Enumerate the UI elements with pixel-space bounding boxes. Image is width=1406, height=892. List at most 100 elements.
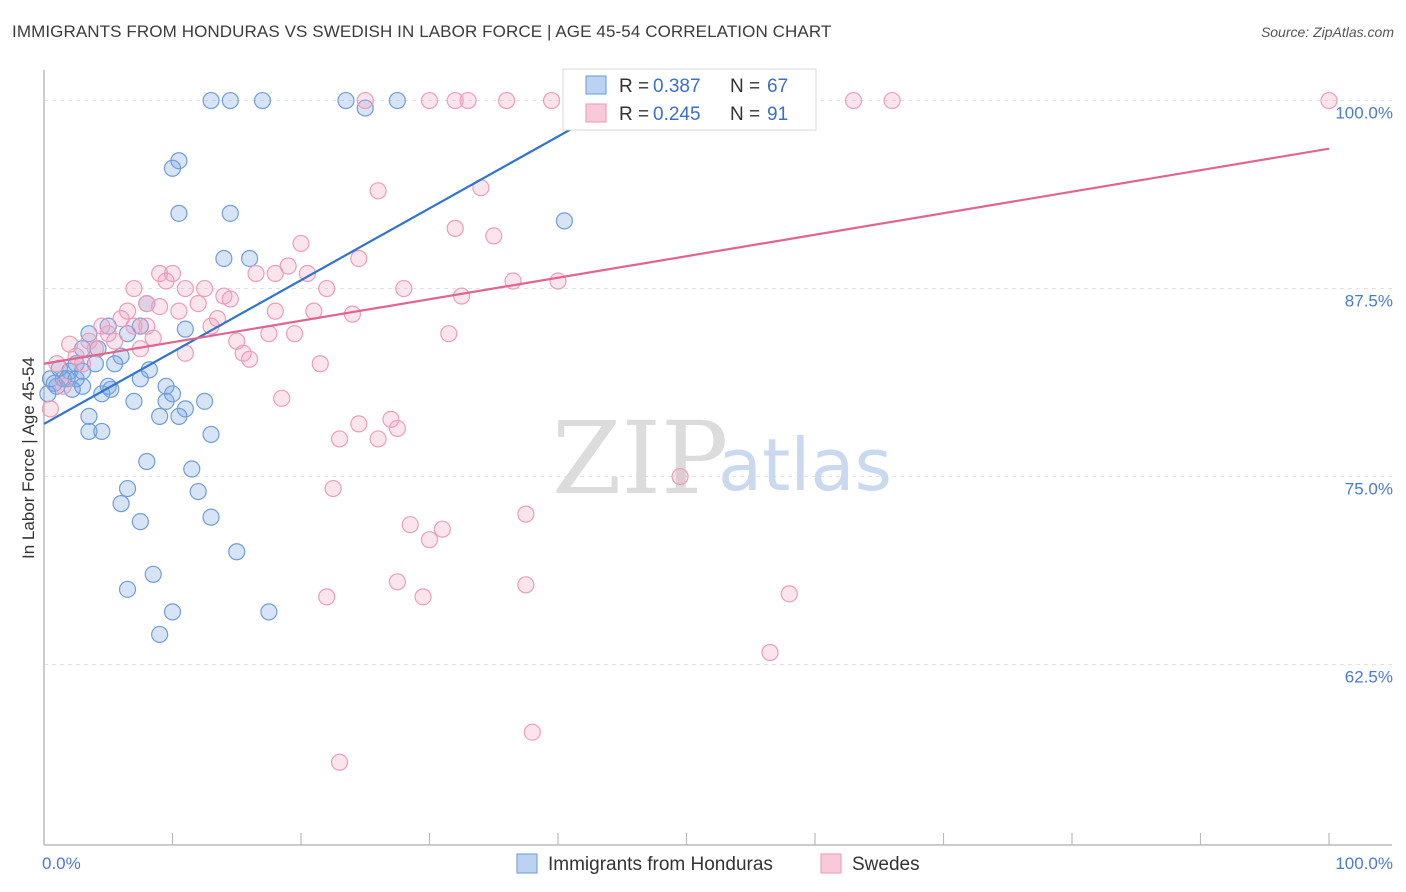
point-swedes — [459, 91, 477, 110]
series-legend: Immigrants from Honduras Swedes — [516, 853, 920, 875]
point-honduras — [337, 91, 355, 110]
legend-swatch-honduras — [585, 75, 607, 95]
point-swedes — [273, 389, 291, 407]
point-honduras — [63, 380, 81, 398]
point-swedes — [234, 344, 252, 362]
trend-line-swedes — [43, 147, 1330, 365]
watermark-atlas: atlas — [718, 423, 892, 507]
point-honduras — [221, 204, 239, 222]
point-honduras — [144, 565, 162, 583]
point-swedes — [86, 340, 105, 358]
point-honduras — [260, 603, 278, 621]
point-swedes — [311, 355, 329, 373]
point-swedes — [446, 219, 464, 237]
point-swedes — [298, 264, 317, 283]
bottom-legend-label-swedes: Swedes — [852, 854, 920, 875]
point-swedes — [118, 302, 137, 320]
point-swedes — [350, 249, 368, 268]
point-honduras — [202, 425, 220, 444]
watermark: ZIP atlas — [552, 400, 892, 517]
point-swedes — [844, 91, 863, 110]
point-swedes — [382, 410, 400, 428]
chart-source: Source: ZipAtlas.com — [1260, 24, 1394, 40]
point-swedes — [54, 377, 72, 395]
point-honduras — [196, 392, 214, 410]
trend-lines — [43, 99, 1330, 425]
point-swedes — [151, 297, 169, 316]
point-swedes — [761, 643, 779, 662]
point-swedes — [247, 264, 265, 283]
point-swedes — [125, 279, 143, 298]
point-swedes — [138, 294, 156, 313]
point-swedes — [414, 588, 432, 606]
trend-line-honduras — [43, 99, 623, 425]
point-swedes — [1320, 91, 1338, 110]
point-swedes — [266, 264, 284, 283]
point-swedes — [330, 430, 349, 448]
point-honduras — [151, 407, 169, 425]
point-honduras — [253, 91, 272, 110]
point-swedes — [285, 325, 304, 343]
point-honduras — [163, 603, 182, 621]
correlation-legend: R = 0.387 N = 67 R = 0.245 N = 91 — [562, 68, 817, 131]
point-swedes — [883, 91, 901, 110]
watermark-zip: ZIP — [552, 400, 728, 517]
point-swedes — [485, 227, 503, 245]
point-swedes — [549, 272, 567, 290]
point-swedes — [196, 279, 214, 298]
legend-r-label-swedes: R = — [619, 104, 649, 125]
point-honduras — [228, 543, 246, 561]
point-swedes — [157, 272, 175, 290]
point-honduras — [170, 204, 188, 222]
y-tick-label: 87.5% — [1345, 292, 1393, 311]
point-honduras — [151, 625, 169, 644]
point-swedes — [330, 753, 349, 771]
point-swedes — [420, 531, 439, 549]
legend-n-value-honduras: 67 — [767, 76, 788, 97]
point-honduras — [388, 91, 406, 110]
grid-lines — [44, 100, 1392, 666]
y-tick-label: 100.0% — [1335, 104, 1393, 123]
point-swedes — [189, 294, 207, 313]
bottom-legend-label-honduras: Immigrants from Honduras — [548, 854, 773, 875]
point-honduras — [80, 422, 98, 441]
point-honduras — [73, 377, 92, 395]
point-honduras — [183, 460, 201, 478]
point-swedes — [542, 91, 561, 110]
point-honduras — [202, 508, 220, 526]
point-honduras — [138, 452, 156, 471]
point-swedes — [350, 415, 368, 433]
point-honduras — [163, 385, 182, 403]
point-honduras — [106, 355, 124, 373]
point-swedes — [324, 479, 342, 498]
point-swedes — [671, 467, 689, 486]
point-swedes — [170, 302, 188, 320]
point-swedes — [221, 290, 239, 308]
bottom-legend-swatch-swedes — [820, 853, 842, 874]
point-swedes — [523, 723, 541, 741]
point-swedes — [369, 430, 387, 448]
point-honduras — [221, 91, 239, 110]
legend-r-value-swedes: 0.245 — [653, 104, 701, 125]
point-swedes — [780, 585, 798, 603]
point-swedes — [453, 287, 471, 305]
point-swedes — [48, 355, 66, 373]
point-honduras — [112, 495, 130, 513]
x-ticks — [171, 833, 1330, 845]
point-honduras — [93, 422, 111, 441]
point-swedes — [318, 279, 336, 298]
point-swedes — [266, 302, 284, 320]
point-honduras — [45, 374, 63, 392]
point-swedes — [369, 182, 387, 200]
bottom-legend-swatch-honduras — [516, 853, 538, 874]
legend-n-value-swedes: 91 — [767, 104, 788, 125]
point-swedes — [388, 419, 406, 438]
point-swedes — [356, 91, 374, 110]
y-tick-labels: 62.5% 75.0% 87.5% 100.0% — [1335, 104, 1393, 687]
point-swedes — [498, 91, 516, 110]
point-swedes — [517, 505, 535, 523]
point-honduras — [125, 392, 143, 410]
point-honduras — [170, 407, 188, 425]
point-swedes — [401, 516, 419, 534]
